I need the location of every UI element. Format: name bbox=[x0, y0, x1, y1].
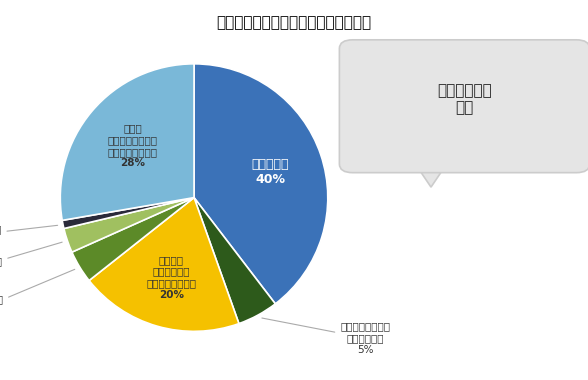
Polygon shape bbox=[415, 164, 447, 187]
Wedge shape bbox=[194, 198, 275, 324]
Text: 定例作業
（定例作業・
定例会議・監視）
20%: 定例作業 （定例作業・ 定例会議・監視） 20% bbox=[146, 255, 196, 300]
Wedge shape bbox=[194, 64, 328, 304]
FancyBboxPatch shape bbox=[339, 40, 588, 173]
Wedge shape bbox=[64, 198, 194, 252]
Text: システム改修迄の
作業依頼対応
5%: システム改修迄の 作業依頼対応 5% bbox=[262, 318, 390, 355]
Wedge shape bbox=[89, 198, 239, 331]
Text: 障害対応
4%: 障害対応 4% bbox=[0, 269, 75, 315]
Text: ユーザー依頼作業
3%: ユーザー依頼作業 3% bbox=[0, 242, 62, 278]
Text: 運用改善提案
実施: 運用改善提案 実施 bbox=[437, 83, 492, 115]
Wedge shape bbox=[72, 198, 194, 280]
Text: 【インシデント分析（作業内容別）】: 【インシデント分析（作業内容別）】 bbox=[216, 15, 372, 30]
Text: 問合せ対応
40%: 問合せ対応 40% bbox=[251, 158, 289, 186]
Wedge shape bbox=[61, 64, 194, 220]
Text: その他
（品質強化・組織
マネジメント等）
28%: その他 （品質強化・組織 マネジメント等） 28% bbox=[108, 124, 158, 168]
Text: 他グループ依頼作業
1%: 他グループ依頼作業 1% bbox=[0, 224, 58, 246]
Wedge shape bbox=[62, 198, 194, 228]
